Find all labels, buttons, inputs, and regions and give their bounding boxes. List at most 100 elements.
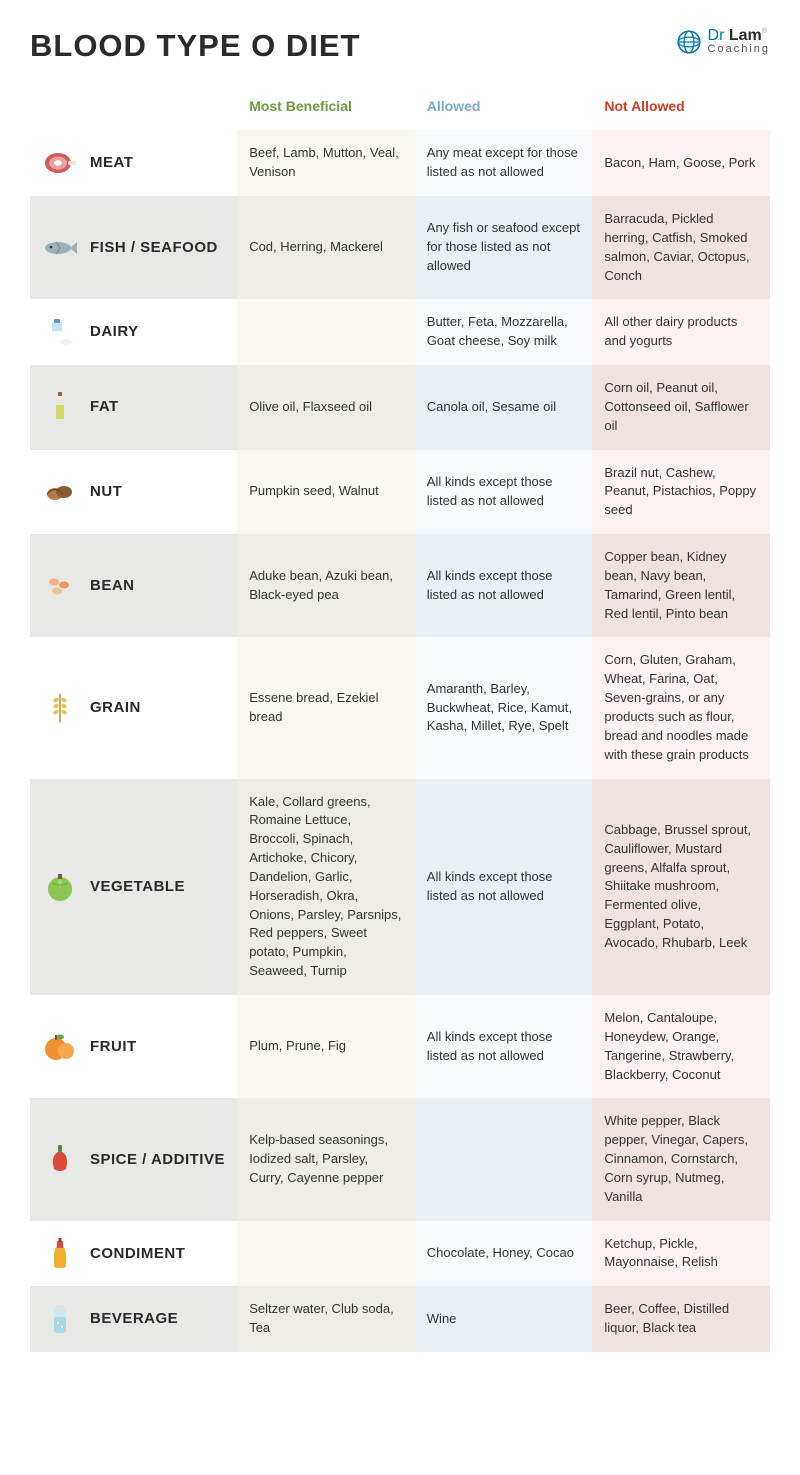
allowed-cell: Chocolate, Honey, Cocao bbox=[415, 1221, 593, 1287]
category-label: BEAN bbox=[90, 577, 135, 594]
allowed-cell: Any meat except for those listed as not … bbox=[415, 130, 593, 196]
category-cell: BEVERAGE bbox=[30, 1286, 237, 1352]
category-label: FISH / SEAFOOD bbox=[90, 239, 218, 256]
category-label: FAT bbox=[90, 398, 119, 415]
table-row: GRAIN Essene bread, Ezekiel breadAmaranth… bbox=[30, 637, 770, 778]
category-label: NUT bbox=[90, 483, 122, 500]
allowed-cell: Amaranth, Barley, Buckwheat, Rice, Kamut… bbox=[415, 637, 593, 778]
allowed-cell: Butter, Feta, Mozzarella, Goat cheese, S… bbox=[415, 299, 593, 365]
header-beneficial: Most Beneficial bbox=[237, 82, 415, 130]
category-cell: GRAIN bbox=[30, 637, 237, 778]
table-row: DAIRY Butter, Feta, Mozzarella, Goat chee… bbox=[30, 299, 770, 365]
table-row: SPICE / ADDITIVE Kelp-based seasonings, I… bbox=[30, 1098, 770, 1220]
category-cell: FAT bbox=[30, 365, 237, 450]
allowed-cell: Any fish or seafood except for those lis… bbox=[415, 196, 593, 299]
beneficial-cell: Pumpkin seed, Walnut bbox=[237, 450, 415, 535]
category-cell: BEAN bbox=[30, 534, 237, 637]
beneficial-cell: Essene bread, Ezekiel bread bbox=[237, 637, 415, 778]
beneficial-cell bbox=[237, 1221, 415, 1287]
meat-icon bbox=[42, 145, 78, 181]
brand-lam: Lam bbox=[729, 27, 762, 44]
header-category bbox=[30, 82, 237, 130]
table-row: CONDIMENT Chocolate, Honey, CocaoKetchup,… bbox=[30, 1221, 770, 1287]
not_allowed-cell: White pepper, Black pepper, Vinegar, Cap… bbox=[592, 1098, 770, 1220]
diet-table: Most Beneficial Allowed Not Allowed MEAT… bbox=[30, 82, 770, 1352]
category-label: MEAT bbox=[90, 154, 133, 171]
table-row: BEVERAGE Seltzer water, Club soda, TeaWin… bbox=[30, 1286, 770, 1352]
category-label: VEGETABLE bbox=[90, 878, 185, 895]
fat-icon bbox=[42, 389, 78, 425]
category-cell: NUT bbox=[30, 450, 237, 535]
allowed-cell: Canola oil, Sesame oil bbox=[415, 365, 593, 450]
not_allowed-cell: Copper bean, Kidney bean, Navy bean, Tam… bbox=[592, 534, 770, 637]
not_allowed-cell: Ketchup, Pickle, Mayonnaise, Relish bbox=[592, 1221, 770, 1287]
header-row: Most Beneficial Allowed Not Allowed bbox=[30, 82, 770, 130]
not_allowed-cell: All other dairy products and yogurts bbox=[592, 299, 770, 365]
beneficial-cell: Aduke bean, Azuki bean, Black-eyed pea bbox=[237, 534, 415, 637]
table-row: FISH / SEAFOOD Cod, Herring, MackerelAny … bbox=[30, 196, 770, 299]
beneficial-cell: Kelp-based seasonings, Iodized salt, Par… bbox=[237, 1098, 415, 1220]
header-not-allowed: Not Allowed bbox=[592, 82, 770, 130]
beneficial-cell bbox=[237, 299, 415, 365]
brand-text: Dr Lam® Coaching bbox=[708, 28, 770, 55]
beverage-icon bbox=[42, 1301, 78, 1337]
allowed-cell: All kinds except those listed as not all… bbox=[415, 779, 593, 995]
vegetable-icon bbox=[42, 869, 78, 905]
category-cell: VEGETABLE bbox=[30, 779, 237, 995]
dairy-icon bbox=[42, 314, 78, 350]
brand-globe-icon bbox=[676, 29, 702, 55]
category-label: FRUIT bbox=[90, 1038, 137, 1055]
table-row: FAT Olive oil, Flaxseed oilCanola oil, Se… bbox=[30, 365, 770, 450]
table-row: VEGETABLE Kale, Collard greens, Romaine L… bbox=[30, 779, 770, 995]
category-label: DAIRY bbox=[90, 323, 139, 340]
beneficial-cell: Beef, Lamb, Mutton, Veal, Venison bbox=[237, 130, 415, 196]
category-cell: FISH / SEAFOOD bbox=[30, 196, 237, 299]
beneficial-cell: Seltzer water, Club soda, Tea bbox=[237, 1286, 415, 1352]
spice-icon bbox=[42, 1141, 78, 1177]
not_allowed-cell: Bacon, Ham, Goose, Pork bbox=[592, 130, 770, 196]
header-row: BLOOD TYPE O DIET Dr Lam® Coaching bbox=[30, 28, 770, 64]
category-cell: MEAT bbox=[30, 130, 237, 196]
not_allowed-cell: Barracuda, Pickled herring, Catfish, Smo… bbox=[592, 196, 770, 299]
not_allowed-cell: Beer, Coffee, Distilled liquor, Black te… bbox=[592, 1286, 770, 1352]
beneficial-cell: Kale, Collard greens, Romaine Lettuce, B… bbox=[237, 779, 415, 995]
not_allowed-cell: Corn oil, Peanut oil, Cottonseed oil, Sa… bbox=[592, 365, 770, 450]
beneficial-cell: Plum, Prune, Fig bbox=[237, 995, 415, 1098]
not_allowed-cell: Melon, Cantaloupe, Honeydew, Orange, Tan… bbox=[592, 995, 770, 1098]
table-row: NUT Pumpkin seed, WalnutAll kinds except … bbox=[30, 450, 770, 535]
category-label: GRAIN bbox=[90, 699, 141, 716]
category-cell: SPICE / ADDITIVE bbox=[30, 1098, 237, 1220]
bean-icon bbox=[42, 568, 78, 604]
not_allowed-cell: Brazil nut, Cashew, Peanut, Pistachios, … bbox=[592, 450, 770, 535]
category-label: BEVERAGE bbox=[90, 1310, 178, 1327]
category-cell: CONDIMENT bbox=[30, 1221, 237, 1287]
beneficial-cell: Olive oil, Flaxseed oil bbox=[237, 365, 415, 450]
page-container: BLOOD TYPE O DIET Dr Lam® Coaching Mo bbox=[0, 0, 800, 1382]
fruit-icon bbox=[42, 1029, 78, 1065]
header-allowed: Allowed bbox=[415, 82, 593, 130]
allowed-cell: Wine bbox=[415, 1286, 593, 1352]
brand-reg: ® bbox=[762, 28, 767, 35]
page-title: BLOOD TYPE O DIET bbox=[30, 28, 360, 64]
grain-icon bbox=[42, 690, 78, 726]
brand-dr: Dr bbox=[708, 27, 729, 44]
not_allowed-cell: Corn, Gluten, Graham, Wheat, Farina, Oat… bbox=[592, 637, 770, 778]
category-cell: DAIRY bbox=[30, 299, 237, 365]
condiment-icon bbox=[42, 1235, 78, 1271]
category-label: CONDIMENT bbox=[90, 1245, 185, 1262]
not_allowed-cell: Cabbage, Brussel sprout, Cauliflower, Mu… bbox=[592, 779, 770, 995]
table-row: MEAT Beef, Lamb, Mutton, Veal, VenisonAny… bbox=[30, 130, 770, 196]
allowed-cell: All kinds except those listed as not all… bbox=[415, 534, 593, 637]
allowed-cell bbox=[415, 1098, 593, 1220]
table-row: BEAN Aduke bean, Azuki bean, Black-eyed p… bbox=[30, 534, 770, 637]
allowed-cell: All kinds except those listed as not all… bbox=[415, 995, 593, 1098]
category-cell: FRUIT bbox=[30, 995, 237, 1098]
brand-logo-block: Dr Lam® Coaching bbox=[676, 28, 770, 55]
nut-icon bbox=[42, 474, 78, 510]
fish-icon bbox=[42, 230, 78, 266]
brand-coaching: Coaching bbox=[708, 44, 770, 55]
allowed-cell: All kinds except those listed as not all… bbox=[415, 450, 593, 535]
table-row: FRUIT Plum, Prune, FigAll kinds except th… bbox=[30, 995, 770, 1098]
beneficial-cell: Cod, Herring, Mackerel bbox=[237, 196, 415, 299]
category-label: SPICE / ADDITIVE bbox=[90, 1151, 225, 1168]
